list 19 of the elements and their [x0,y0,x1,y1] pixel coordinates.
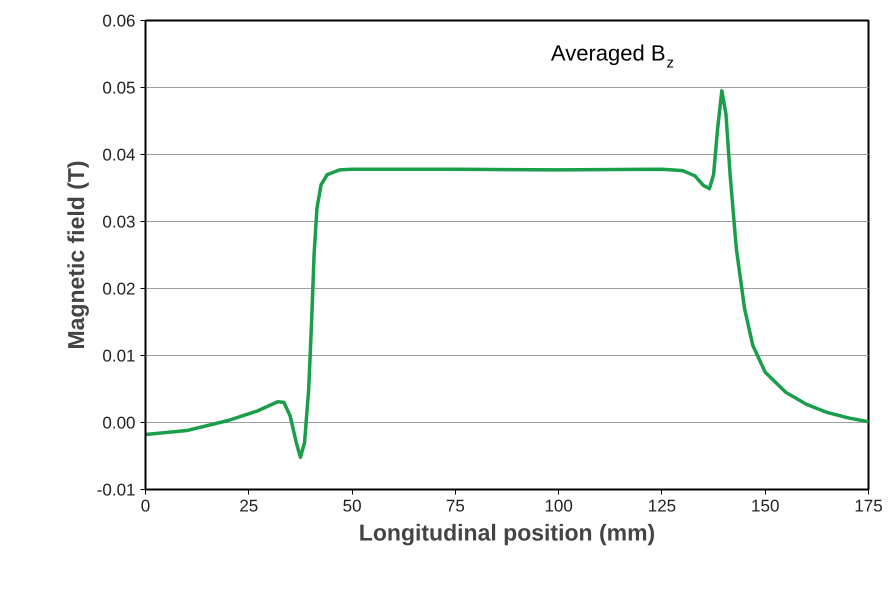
y-tick-label: 0.03 [102,212,136,232]
y-tick-label: 0.04 [102,146,136,164]
x-tick-label: 50 [342,496,362,516]
x-tick-label: 175 [854,496,883,516]
x-tick-label: 150 [751,496,780,516]
x-tick-label: 100 [544,496,573,516]
y-tick-label: 0.00 [102,414,136,432]
x-tick-label: 75 [446,496,465,516]
y-tick-label: -0.01 [96,480,136,500]
line-series [146,89,868,460]
x-tick-label: 125 [648,496,676,516]
y-tick-label: 0.01 [102,346,136,366]
x-axis-title: Longitudinal position (mm) [358,520,656,546]
y-tick-label: 0.05 [102,78,136,98]
y-tick-label: 0.02 [102,280,136,298]
y-tick-label: 0.06 [102,12,136,30]
x-tick-label: 25 [239,496,258,516]
y-axis-title: Magnetic field (T) [62,160,89,350]
x-tick-label: 0 [140,496,150,516]
